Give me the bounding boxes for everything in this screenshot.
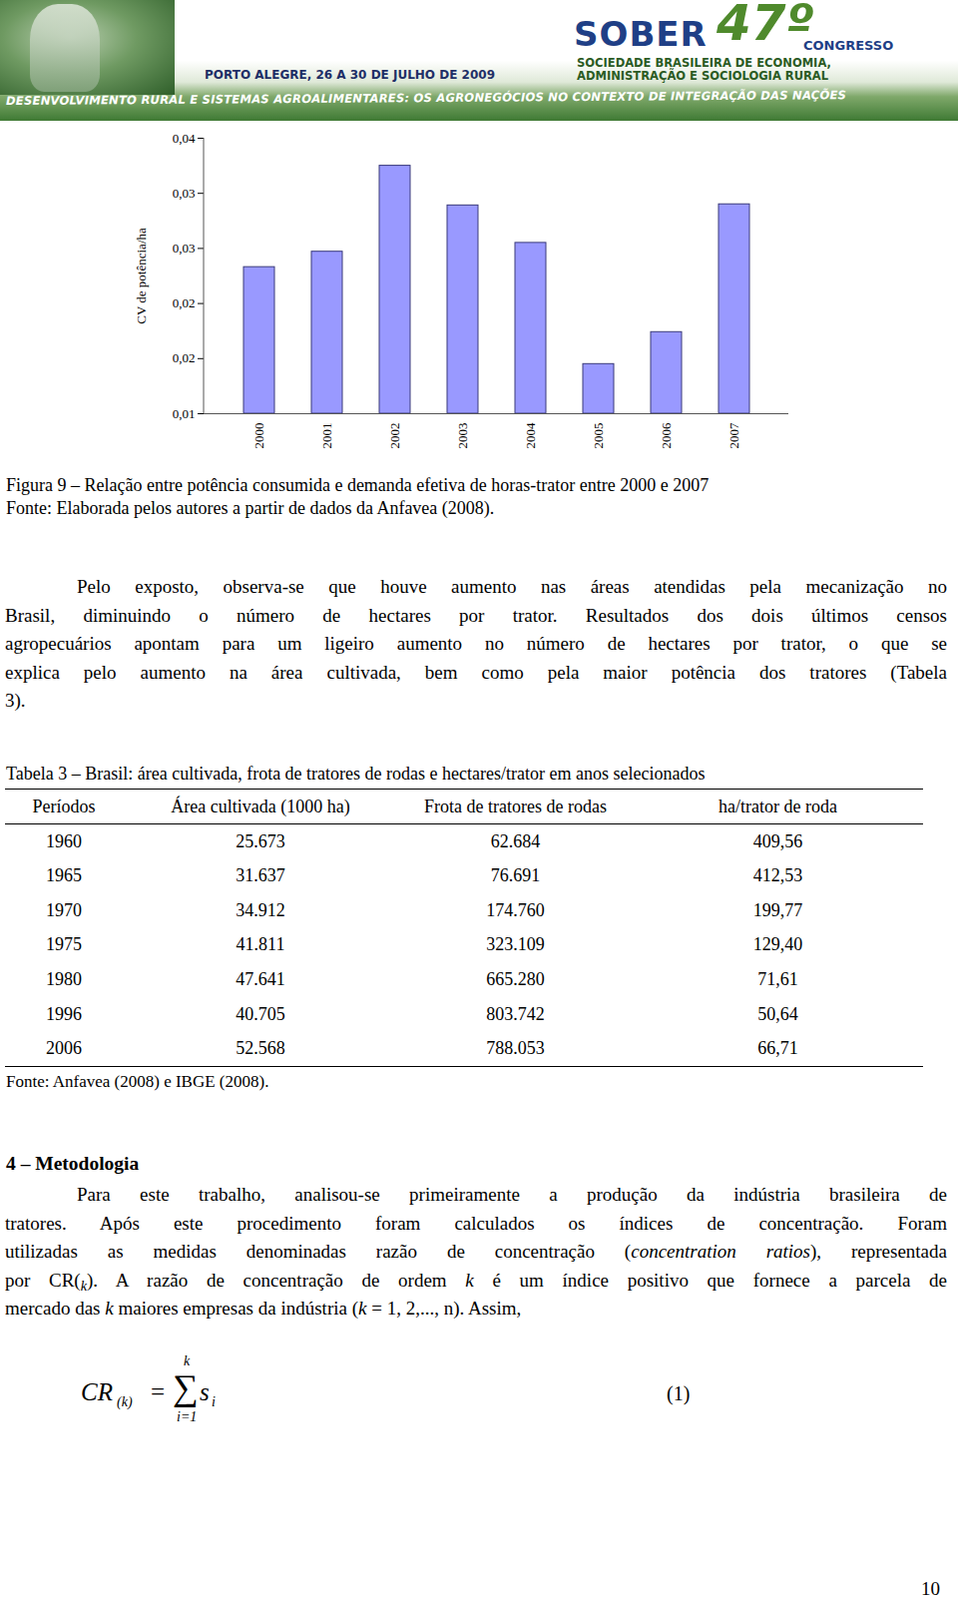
html-text:k: k	[183, 1353, 190, 1369]
html-text:409,56: 409,56	[753, 830, 803, 851]
svg-text:2000: 2000	[251, 423, 267, 450]
svg-text:2003: 2003	[455, 423, 471, 450]
svg-text:2007: 2007	[726, 422, 742, 450]
html-text:174.760: 174.760	[486, 899, 545, 920]
html-text:34.912: 34.912	[235, 899, 286, 920]
html-text:Fonte: Elaborada pelos autores: Fonte: Elaborada pelos autores a partir …	[5, 497, 495, 518]
html-text:3).: 3).	[4, 689, 26, 711]
svg-text:2004: 2004	[522, 422, 538, 450]
html-text:199,77: 199,77	[753, 899, 803, 920]
html-text:129,40: 129,40	[753, 934, 803, 955]
html-text:explica pelo aumento na área c: explica pelo aumento na área cultivada, …	[4, 661, 948, 683]
html-text:4 – Metodologia: 4 – Metodologia	[5, 1152, 139, 1174]
svg-text:2005: 2005	[590, 423, 606, 450]
svg-text:2001: 2001	[319, 423, 335, 450]
html-text:665.280: 665.280	[486, 969, 545, 990]
html-text:788.053: 788.053	[486, 1038, 545, 1058]
svg-text:0,04: 0,04	[172, 130, 196, 146]
html-text:62.684: 62.684	[490, 830, 541, 851]
html-text:2006: 2006	[45, 1038, 82, 1058]
html-text:323.109: 323.109	[486, 934, 545, 955]
svg-text:0,01: 0,01	[172, 406, 196, 422]
html-text:76.691: 76.691	[490, 865, 541, 886]
html-text:Figura 9 – Relação entre potên: Figura 9 – Relação entre potência consum…	[5, 475, 709, 495]
html-text:SOBER: SOBER	[573, 13, 708, 54]
html-text:Frota de tratores de rodas: Frota de tratores de rodas	[424, 795, 607, 816]
html-text:Tabela 3 – Brasil: área cultiv: Tabela 3 – Brasil: área cultivada, frota…	[5, 763, 705, 784]
html-text:10: 10	[921, 1577, 941, 1599]
html-text:25.673: 25.673	[235, 830, 286, 851]
html-text:utilizadas as medidas denomina: utilizadas as medidas denominadas razão …	[4, 1240, 948, 1262]
html-text:Área cultivada (1000 ha): Área cultivada (1000 ha)	[170, 795, 350, 816]
html-text:1980: 1980	[45, 969, 82, 990]
html-text:CR(k): CR(k)	[80, 1378, 133, 1410]
html-text:1965: 1965	[45, 865, 82, 886]
html-text:Para este trabalho, analisou-s: Para este trabalho, analisou-se primeira…	[76, 1183, 948, 1205]
html-text:DESENVOLVIMENTO RURAL E SISTEM: DESENVOLVIMENTO RURAL E SISTEMAS AGROALI…	[5, 87, 847, 108]
html-text:412,53: 412,53	[753, 865, 803, 886]
html-text:ADMINISTRAÇÃO E SOCIOLOGIA RUR: ADMINISTRAÇÃO E SOCIOLOGIA RURAL	[576, 68, 829, 83]
html-text:Fonte: Anfavea (2008) e IBGE (: Fonte: Anfavea (2008) e IBGE (2008).	[5, 1071, 269, 1091]
svg-text:2002: 2002	[387, 423, 403, 450]
svg-text:0,02: 0,02	[172, 350, 196, 366]
html-text:tratores. Após este procedimen: tratores. Após este procedimento foram c…	[4, 1212, 948, 1234]
html-text:1960: 1960	[45, 830, 82, 851]
svg-text:CV de potência/ha: CV de potência/ha	[133, 227, 149, 325]
html-text:52.568: 52.568	[235, 1038, 286, 1058]
svg-text:0,03: 0,03	[172, 185, 196, 201]
html-text:SOCIEDADE BRASILEIRA DE ECONOM: SOCIEDADE BRASILEIRA DE ECONOMIA,	[576, 55, 832, 70]
html-text:Períodos: Períodos	[32, 795, 96, 816]
html-text:Brasil, diminuindo o número de: Brasil, diminuindo o número de hectares …	[4, 604, 948, 626]
html-text:1975: 1975	[45, 934, 82, 955]
html-text:803.742: 803.742	[486, 1003, 545, 1024]
html-text:agropecuários apontam para um: agropecuários apontam para um ligeiro au…	[4, 632, 948, 654]
html-text:1970: 1970	[45, 899, 82, 920]
html-text:ha/trator de roda: ha/trator de roda	[718, 795, 838, 816]
html-text:si: si	[199, 1378, 216, 1410]
svg-text:0,03: 0,03	[172, 240, 196, 256]
html-text:Pelo exposto, observa-se que h: Pelo exposto, observa-se que houve aumen…	[76, 575, 948, 597]
html-text:71,61: 71,61	[757, 969, 799, 990]
html-text:PORTO ALEGRE, 26 A 30 DE JULHO: PORTO ALEGRE, 26 A 30 DE JULHO DE 2009	[204, 67, 495, 82]
html-text:1996: 1996	[45, 1003, 82, 1024]
html-text:por CR(k). A razão de concentr: por CR(k). A razão de concentração de or…	[4, 1269, 948, 1294]
html-text:50,64: 50,64	[757, 1003, 799, 1024]
html-text:47.641: 47.641	[235, 969, 286, 990]
html-text:CONGRESSO: CONGRESSO	[803, 37, 894, 53]
html-text:(1): (1)	[666, 1382, 690, 1405]
svg-text:2006: 2006	[658, 422, 674, 450]
html-text:mercado das k maiores empresas: mercado das k maiores empresas da indúst…	[4, 1297, 522, 1319]
html-text:66,71: 66,71	[757, 1038, 799, 1058]
html-text:40.705: 40.705	[235, 1003, 286, 1024]
html-text:31.637: 31.637	[235, 865, 286, 886]
svg-text:0,02: 0,02	[172, 295, 196, 311]
html-text:i=1: i=1	[176, 1409, 197, 1425]
html-text:41.811: 41.811	[236, 934, 285, 955]
